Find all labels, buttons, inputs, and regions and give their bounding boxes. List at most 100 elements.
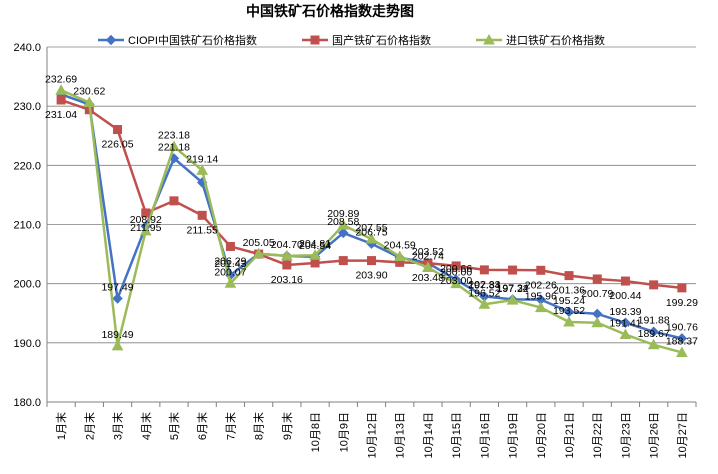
data-label: 196.52 xyxy=(468,287,500,299)
data-point xyxy=(677,283,687,293)
data-point xyxy=(196,164,209,175)
data-label: 204.81 xyxy=(299,238,331,250)
data-label: 202.26 xyxy=(525,279,557,291)
data-point xyxy=(508,265,518,275)
data-label: 195.24 xyxy=(553,295,585,307)
data-point xyxy=(676,346,688,357)
legend-item: CIOPI中国铁矿石价格指数 xyxy=(98,33,257,47)
data-point xyxy=(225,241,235,251)
x-tick-label: 6月末 xyxy=(195,412,209,440)
data-label: 211.95 xyxy=(130,222,161,234)
data-label: 199.29 xyxy=(666,297,698,309)
data-label: 200.79 xyxy=(581,288,613,300)
data-label: 190.76 xyxy=(666,321,698,333)
data-point xyxy=(112,293,123,304)
legend-label: 国产铁矿石价格指数 xyxy=(332,33,431,47)
data-point xyxy=(591,316,604,328)
data-label: 200.07 xyxy=(214,266,246,278)
data-label: 197.22 xyxy=(497,283,529,295)
legend-marker xyxy=(483,33,495,45)
x-tick-label: 4月末 xyxy=(139,412,153,440)
data-label: 203.00 xyxy=(440,275,472,287)
x-tick-label: 10月27日 xyxy=(677,412,689,458)
data-label: 202.74 xyxy=(412,250,444,262)
data-point xyxy=(197,210,207,220)
x-tick-label: 1月末 xyxy=(54,412,68,440)
data-label: 203.52 xyxy=(412,246,444,258)
legend-label: CIOPI中国铁矿石价格指数 xyxy=(128,33,257,47)
data-point xyxy=(479,265,489,275)
data-point xyxy=(367,256,376,266)
data-label: 203.16 xyxy=(271,274,303,286)
x-tick-label: 10月26日 xyxy=(649,412,661,458)
x-tick-label: 9月末 xyxy=(280,412,294,440)
data-label: 201.36 xyxy=(553,285,585,297)
x-tick-label: 8月末 xyxy=(252,412,266,440)
data-label: 205.05 xyxy=(243,237,275,249)
data-label: 204.70 xyxy=(271,239,303,251)
data-label: 191.41 xyxy=(609,317,641,329)
data-point xyxy=(55,84,67,95)
data-label: 226.05 xyxy=(101,139,133,151)
data-label: 207.55 xyxy=(355,222,387,234)
data-point xyxy=(141,208,151,218)
legend: CIOPI中国铁矿石价格指数 国产铁矿石价格指数 进口铁矿石价格指数 xyxy=(98,33,605,47)
x-tick-label: 7月末 xyxy=(223,412,237,440)
data-point xyxy=(564,271,574,281)
data-label: 211.55 xyxy=(187,224,218,236)
data-point xyxy=(649,280,659,290)
series-1 xyxy=(56,95,687,293)
y-tick-label: 210.0 xyxy=(13,220,41,232)
legend-item: 国产铁矿石价格指数 xyxy=(302,33,431,47)
legend-marker xyxy=(310,35,320,45)
data-point xyxy=(620,276,630,286)
data-point xyxy=(450,277,463,289)
data-label: 206.75 xyxy=(355,227,387,239)
data-label: 232.69 xyxy=(45,73,77,85)
y-tick-label: 200.0 xyxy=(13,279,41,291)
data-label: 193.52 xyxy=(553,305,585,317)
data-label: 200.00 xyxy=(440,267,472,279)
data-point xyxy=(337,219,350,230)
data-label: 223.18 xyxy=(158,130,190,142)
data-label: 191.88 xyxy=(638,315,670,327)
data-point xyxy=(536,265,546,275)
data-point xyxy=(478,298,491,309)
x-tick-label: 10月8日 xyxy=(310,412,322,452)
data-point xyxy=(338,256,348,266)
data-point xyxy=(309,249,321,260)
x-tick-label: 5月末 xyxy=(167,412,181,440)
legend-item: 进口铁矿石价格指数 xyxy=(476,33,605,47)
series-layer xyxy=(55,84,688,357)
data-label: 202.33 xyxy=(468,279,500,291)
data-point xyxy=(111,339,124,351)
data-label: 197.84 xyxy=(468,279,500,291)
data-label: 206.29 xyxy=(214,255,246,267)
data-point xyxy=(252,247,265,259)
data-label: 231.04 xyxy=(45,109,77,121)
data-point xyxy=(224,277,237,288)
data-label: 219.14 xyxy=(186,153,218,165)
data-label: 201.43 xyxy=(214,258,246,270)
series-2 xyxy=(55,84,688,357)
y-tick-label: 220.0 xyxy=(13,160,41,172)
data-point xyxy=(647,338,660,350)
data-label: 204.54 xyxy=(299,240,331,252)
data-point xyxy=(83,96,96,107)
data-label: 193.39 xyxy=(609,306,641,318)
data-label: 197.34 xyxy=(497,282,529,294)
data-point xyxy=(282,260,292,270)
data-point xyxy=(365,232,378,244)
y-tick-label: 190.0 xyxy=(13,338,41,350)
data-labels: 197.49221.18201.43204.70204.54208.58206.… xyxy=(45,73,698,347)
data-point xyxy=(280,249,293,261)
data-label: 200.66 xyxy=(440,263,472,275)
data-label: 203.48 xyxy=(412,272,444,284)
data-point xyxy=(451,261,461,271)
x-tick-label: 3月末 xyxy=(111,412,125,440)
data-label: 203.90 xyxy=(355,270,387,282)
x-tick-label: 10月19日 xyxy=(508,412,520,458)
x-tick-label: 10月23日 xyxy=(620,412,632,458)
data-label: 200.44 xyxy=(609,290,641,302)
